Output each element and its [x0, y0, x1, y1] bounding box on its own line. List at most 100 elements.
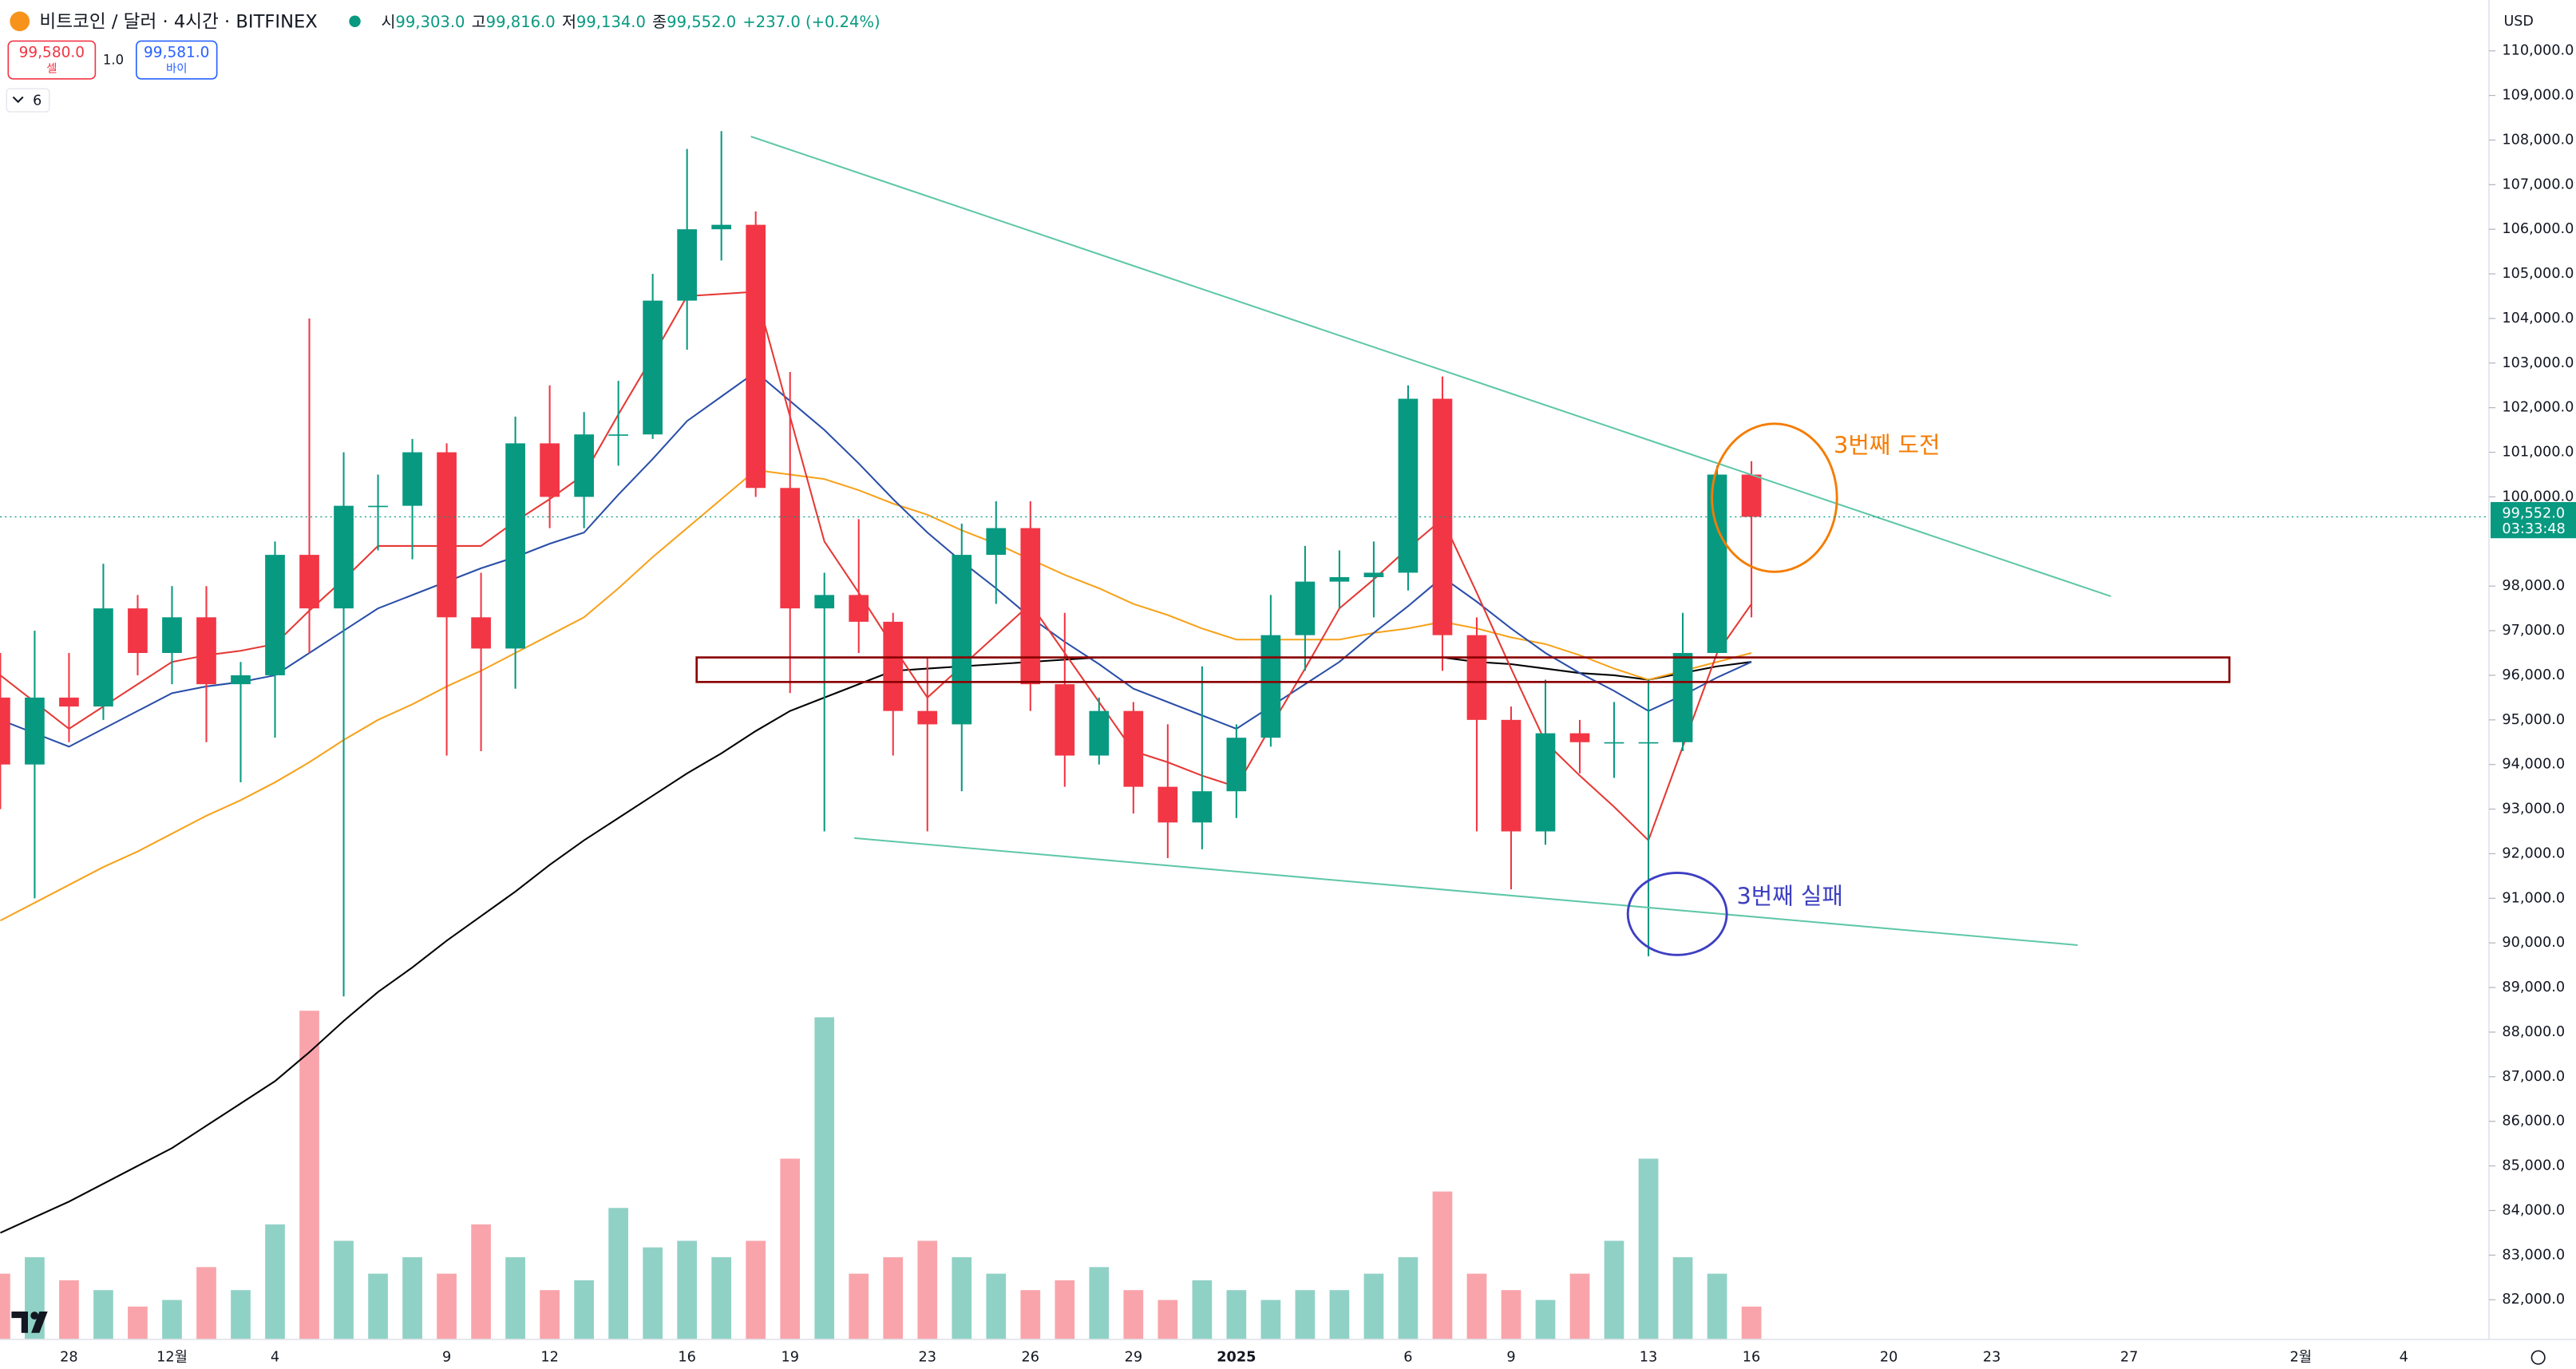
volume-bar — [1055, 1280, 1075, 1339]
candle-body — [402, 452, 422, 506]
y-tick-label: 90,000.0 — [2502, 935, 2565, 951]
annotation: 3번째 실패 — [1736, 882, 1842, 909]
volume-bar — [849, 1273, 869, 1339]
y-tick-label: 95,000.0 — [2502, 712, 2565, 728]
candle-body — [746, 224, 766, 489]
ohlc-value: 99,816.0 — [486, 12, 556, 30]
coin-icon — [10, 11, 30, 32]
candle-body — [334, 505, 354, 609]
candle-body — [162, 617, 182, 654]
y-tick-label: 109,000.0 — [2502, 88, 2574, 104]
candle-body — [986, 528, 1007, 556]
x-tick-label: 20 — [1880, 1350, 1898, 1366]
y-tick-label: 89,000.0 — [2502, 979, 2565, 995]
buy-label[interactable]: 바이 — [166, 61, 187, 75]
symbol-title[interactable]: 비트코인 / 달러 · 4시간 · BITFINEX — [39, 11, 317, 32]
market-status — [349, 15, 361, 27]
y-tick-label: 83,000.0 — [2502, 1247, 2565, 1263]
candle-body — [1604, 742, 1624, 744]
buy-price[interactable]: 99,581.0 — [144, 44, 209, 61]
indicator-count[interactable]: 6 — [33, 93, 42, 109]
candle-body — [505, 443, 525, 649]
support-zone — [695, 656, 2231, 683]
volume-bar — [952, 1257, 972, 1339]
candle-body — [780, 488, 801, 609]
y-tick-label: 91,000.0 — [2502, 890, 2565, 906]
volume-bar — [299, 1011, 319, 1339]
candle-body — [1123, 710, 1144, 787]
sell-label[interactable]: 셀 — [46, 61, 57, 75]
trend-line — [750, 136, 2111, 598]
candle-body — [1707, 474, 1727, 654]
volume-bar — [1672, 1257, 1693, 1339]
candle-body — [1329, 577, 1350, 582]
volume-bar — [1604, 1240, 1624, 1339]
y-tick-label: 92,000.0 — [2502, 845, 2565, 861]
indicators-toggle[interactable] — [6, 88, 50, 113]
volume-bar — [608, 1208, 628, 1339]
volume-bar — [986, 1273, 1007, 1339]
ohlc-label: 고 — [472, 12, 486, 30]
x-tick-label: 23 — [1983, 1350, 2001, 1366]
candle-body — [299, 555, 319, 609]
volume-bar — [231, 1290, 251, 1339]
currency[interactable]: USD — [2503, 14, 2533, 30]
volume-bar — [1192, 1280, 1213, 1339]
ohlc-change: +237.0 (+0.24%) — [742, 12, 880, 30]
candle-body — [368, 505, 388, 508]
x-tick-label: 16 — [1743, 1350, 1761, 1366]
candle-body — [677, 229, 698, 301]
candle-body — [231, 675, 251, 685]
ohlc-value: 99,552.0 — [667, 12, 736, 30]
candle-body — [265, 555, 285, 675]
tradingview-logo[interactable] — [11, 1311, 48, 1333]
candle-body — [196, 617, 216, 685]
x-tick-label: 9 — [1506, 1350, 1515, 1366]
sell-price[interactable]: 99,580.0 — [19, 44, 85, 61]
volume-bar — [471, 1224, 491, 1339]
volume-bar — [917, 1240, 938, 1339]
volume-bar — [505, 1257, 525, 1339]
volume-bar — [1363, 1273, 1384, 1339]
countdown-label: 03:33:48 — [2502, 521, 2565, 537]
y-tick-label: 101,000.0 — [2502, 445, 2574, 461]
volume-bar — [780, 1158, 801, 1339]
last-price-badge — [2490, 501, 2576, 539]
volume-bar — [402, 1257, 422, 1339]
volume-bar — [643, 1247, 663, 1339]
x-tick-label: 12월 — [156, 1349, 188, 1366]
y-tick-label: 94,000.0 — [2502, 757, 2565, 773]
candle-body — [25, 697, 45, 765]
y-tick-label: 103,000.0 — [2502, 355, 2574, 371]
candle-body — [1363, 572, 1384, 578]
volume-bar — [1741, 1306, 1762, 1339]
volume-bar — [1295, 1290, 1316, 1339]
volume-bar — [334, 1240, 354, 1339]
sell-button[interactable] — [7, 40, 97, 80]
volume-bar — [574, 1280, 594, 1339]
buy-button[interactable] — [135, 40, 218, 80]
x-tick-label: 12 — [540, 1350, 559, 1366]
volume-bar — [1226, 1290, 1247, 1339]
y-tick-label: 110,000.0 — [2502, 43, 2574, 59]
x-tick-label: 13 — [1640, 1350, 1658, 1366]
candle-body — [1020, 528, 1041, 685]
x-tick-label: 2월 — [2290, 1349, 2313, 1366]
volume-bar — [196, 1267, 216, 1339]
moving-average — [0, 370, 1752, 748]
volume-bar — [1089, 1267, 1110, 1339]
volume-bar — [128, 1306, 148, 1339]
moving-average — [0, 656, 1752, 1234]
y-tick-label: 97,000.0 — [2502, 623, 2565, 639]
volume-bar — [162, 1300, 182, 1339]
x-tick-label: 2025 — [1217, 1350, 1256, 1366]
candle-body — [917, 710, 938, 725]
volume-bar — [1501, 1290, 1521, 1339]
volume-bar — [265, 1224, 285, 1339]
logo-dot — [30, 1312, 39, 1320]
settings-icon[interactable] — [2530, 1350, 2546, 1365]
volume-bar — [540, 1290, 560, 1339]
y-tick-label: 105,000.0 — [2502, 266, 2574, 282]
